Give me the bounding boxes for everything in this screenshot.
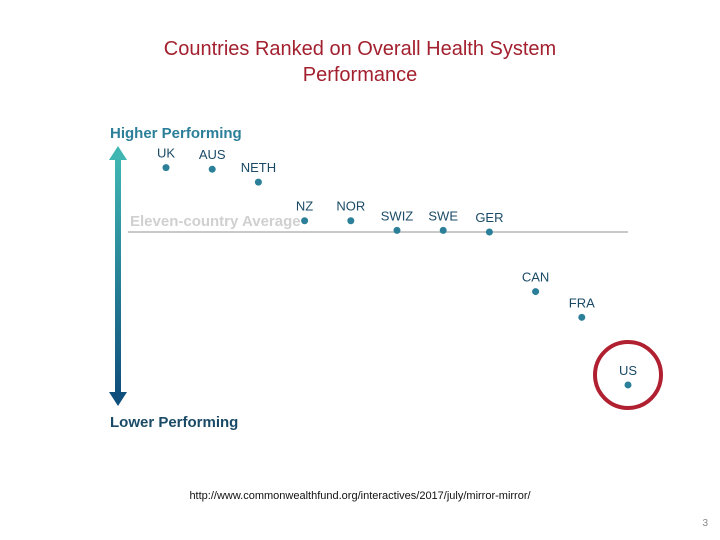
data-point-uk [162, 164, 170, 172]
point-label-swe: SWE [428, 208, 458, 223]
performance-axis-shaft [115, 158, 121, 394]
point-label-fra: FRA [569, 295, 595, 310]
data-point-nz [301, 217, 309, 225]
point-label-aus: AUS [199, 147, 226, 162]
axis-top-label: Higher Performing [110, 125, 242, 142]
average-label: Eleven-country Average [130, 213, 301, 230]
data-point-neth [254, 178, 262, 186]
data-point-fra [578, 313, 586, 321]
data-point-ger [485, 228, 493, 236]
data-point-can [532, 288, 540, 296]
page-number: 3 [702, 518, 708, 529]
point-label-nor: NOR [336, 199, 365, 214]
arrow-up-icon [109, 146, 127, 160]
point-label-us: US [619, 363, 637, 378]
slide-title-line2: Performance [302, 64, 418, 86]
data-point-aus [208, 165, 216, 173]
point-label-uk: UK [157, 146, 175, 161]
slide-title-line1: Countries Ranked on Overall Health Syste… [163, 38, 557, 60]
axis-bottom-label: Lower Performing [110, 414, 238, 431]
point-label-swiz: SWIZ [381, 208, 414, 223]
point-label-ger: GER [475, 210, 503, 225]
data-point-us [624, 381, 632, 389]
slide-title: Countries Ranked on Overall Health Syste… [60, 36, 660, 88]
data-point-swe [439, 226, 447, 234]
source-url: http://www.commonwealthfund.org/interact… [189, 490, 531, 502]
data-points: UK AUS NETH NZ NOR SWIZ SWE GER CAN FRA US [157, 146, 663, 410]
data-point-nor [347, 217, 355, 225]
arrow-down-icon [109, 392, 127, 406]
point-label-nz: NZ [296, 199, 313, 214]
point-label-neth: NETH [241, 160, 276, 175]
point-label-can: CAN [522, 270, 549, 285]
data-point-swiz [393, 226, 401, 234]
highlight-circle-us [593, 339, 663, 410]
